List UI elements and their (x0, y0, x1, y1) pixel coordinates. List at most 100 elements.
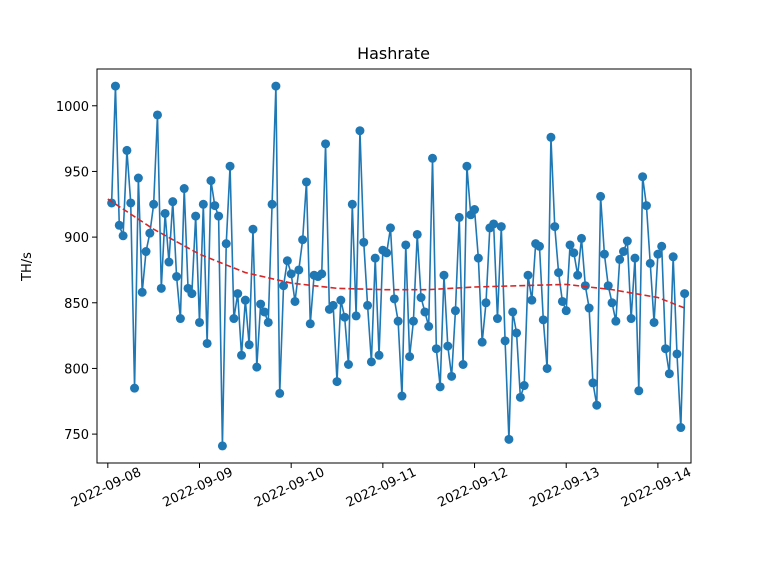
chart-title: Hashrate (357, 44, 430, 63)
hashrate-data-point (321, 139, 331, 149)
hashrate-data-point (122, 145, 132, 155)
hashrate-data-point (393, 316, 403, 326)
hashrate-data-point (580, 281, 590, 291)
hashrate-data-point (626, 314, 636, 324)
series-layer (107, 81, 690, 451)
hashrate-data-point (680, 289, 690, 299)
hashrate-data-point (187, 289, 197, 299)
hashrate-data-point (519, 381, 529, 391)
hashrate-data-point (363, 300, 373, 310)
hashrate-data-point (492, 314, 502, 324)
hashrate-data-point (672, 349, 682, 359)
hashrate-data-point (275, 388, 285, 398)
hashrate-data-point (386, 223, 395, 233)
hashrate-data-point (408, 316, 418, 326)
hashrate-data-point (259, 307, 269, 317)
y-tick-label: 850 (64, 297, 89, 312)
hashrate-data-point (282, 256, 292, 266)
hashrate-data-point (420, 307, 430, 317)
hashrate-data-point (611, 316, 621, 326)
hashrate-data-point (664, 369, 674, 379)
hashrate-data-point (638, 172, 648, 182)
hashrate-data-point (573, 270, 583, 280)
hashrate-data-point (489, 219, 499, 229)
hashrate-data-point (431, 344, 441, 354)
hashrate-data-point (668, 252, 678, 262)
hashrate-data-point (504, 434, 514, 444)
hashrate-data-point (366, 357, 376, 367)
hashrate-data-point (401, 240, 411, 250)
hashrate-data-point (450, 306, 460, 316)
hashrate-data-point (603, 281, 613, 291)
hashrate-data-point (301, 177, 311, 187)
hashrate-data-point (110, 81, 120, 91)
hashrate-data-point (298, 235, 308, 245)
hashrate-data-point (237, 350, 247, 360)
hashrate-data-point (619, 247, 629, 257)
y-tick-label: 950 (64, 165, 89, 180)
hashrate-data-point (630, 253, 640, 263)
hashrate-data-point (424, 321, 434, 331)
plot-background (97, 69, 691, 463)
hashrate-data-point (527, 295, 537, 305)
hashrate-data-point (546, 132, 556, 142)
hashrate-data-point (645, 258, 655, 268)
hashrate-data-point (305, 319, 315, 329)
hashrate-data-point (599, 249, 609, 259)
hashrate-data-point (294, 265, 304, 275)
hashrate-data-point (596, 191, 606, 201)
hashrate-data-point (191, 211, 201, 221)
hashrate-data-point (160, 208, 170, 218)
hashrate-data-point (657, 241, 667, 251)
hashrate-data-point (244, 340, 254, 350)
hashrate-data-point (554, 268, 564, 278)
hashrate-data-point (210, 201, 220, 211)
hashrate-data-point (118, 231, 128, 241)
hashrate-data-point (634, 386, 644, 396)
hashrate-data-point (172, 272, 182, 282)
hashrate-data-point (152, 110, 162, 120)
hashrate-data-point (202, 338, 212, 348)
hashrate-data-point (130, 383, 140, 393)
hashrate-data-point (676, 423, 686, 433)
hashrate-data-point (653, 249, 663, 259)
hashrate-data-point (473, 253, 483, 263)
hashrate-data-point (577, 233, 586, 243)
hashrate-data-point (565, 240, 575, 250)
y-axis: 750 800 850 900 950 1000 (56, 100, 97, 443)
hashrate-data-point (443, 341, 453, 351)
hashrate-data-point (481, 298, 491, 308)
hashrate-data-point (542, 363, 552, 373)
hashrate-data-point (267, 199, 277, 209)
hashrate-data-point (389, 294, 399, 304)
hashrate-data-point (133, 173, 143, 183)
hashrate-data-point (141, 247, 151, 257)
hashrate-data-point (454, 212, 464, 222)
hashrate-data-point (416, 293, 426, 303)
hashrate-data-point (248, 224, 258, 234)
hashrate-data-point (508, 307, 518, 317)
hashrate-data-point (496, 222, 506, 232)
hashrate-data-point (114, 220, 124, 230)
hashrate-data-point (447, 371, 457, 381)
hashrate-data-point (561, 306, 571, 316)
y-tick-label: 1000 (56, 100, 89, 115)
hashrate-data-point (534, 241, 544, 251)
hashrate-data-point (584, 303, 594, 313)
trend-line (107, 198, 685, 309)
hashrate-data-point (622, 236, 632, 246)
hashrate-data-point (523, 270, 533, 280)
hashrate-data-point (286, 269, 296, 279)
hashrate-data-point (512, 328, 522, 338)
plot-frame (96, 68, 692, 464)
hashrate-data-point (156, 283, 166, 293)
hashrate-data-point (557, 296, 567, 306)
hashrate-data-point (351, 311, 361, 321)
hashrate-data-point (569, 248, 579, 258)
hashrate-data-point (137, 287, 147, 297)
hashrate-data-point (661, 344, 671, 354)
hashrate-data-point (164, 257, 174, 267)
y-tick-label: 800 (64, 362, 89, 377)
hashrate-data-point (435, 382, 445, 392)
